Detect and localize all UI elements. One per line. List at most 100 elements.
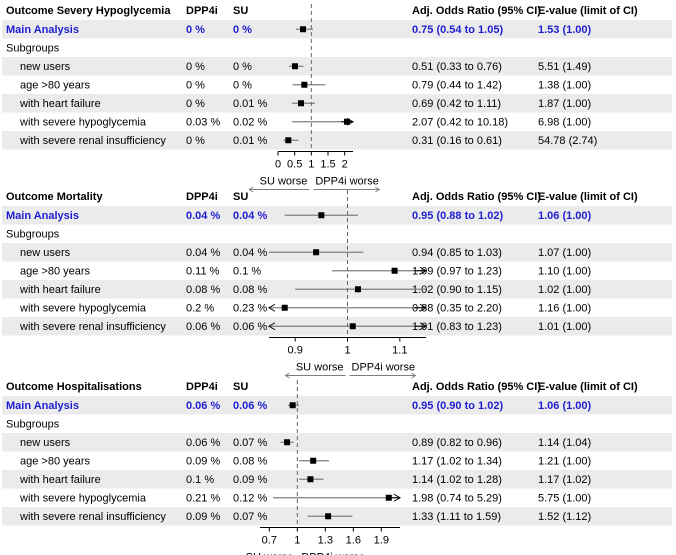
dpp4i-value: 0.03 % xyxy=(186,117,220,129)
e-value-text: 1.14 (1.04) xyxy=(538,437,591,449)
dpp4i-value: 0 % xyxy=(186,24,205,36)
subgroup-label: with severe renal insufficiency xyxy=(19,135,166,147)
row-shade xyxy=(2,131,672,150)
x-tick-label: 1.1 xyxy=(392,345,407,357)
subgroup-label: age >80 years xyxy=(20,266,91,278)
dpp4i-value: 0.21 % xyxy=(186,493,220,505)
odds-ratio-text: 0.95 (0.88 to 1.02) xyxy=(412,210,503,222)
panel-title: Outcome Severy Hypoglycemia xyxy=(6,5,171,17)
su-value: 0.08 % xyxy=(233,284,267,296)
odds-ratio-text: 0.79 (0.44 to 1.42) xyxy=(412,80,502,92)
subgroup-label: with severe hypoglycemia xyxy=(19,117,147,129)
su-value: 0.07 % xyxy=(233,511,267,523)
e-value-text: 1.52 (1.12) xyxy=(538,511,591,523)
point-estimate xyxy=(281,304,288,311)
x-tick-label: 0.5 xyxy=(287,159,302,171)
odds-ratio-text: 0.75 (0.54 to 1.05) xyxy=(412,24,503,36)
point-estimate xyxy=(391,267,398,274)
dpp4i-value: 0.04 % xyxy=(186,247,220,259)
x-tick-label: 2 xyxy=(342,159,348,171)
panel-title: Outcome Hospitalisations xyxy=(6,381,142,393)
point-estimate xyxy=(285,137,292,144)
dpp4i-value: 0.09 % xyxy=(186,511,220,523)
su-value: 0.07 % xyxy=(233,437,267,449)
odds-ratio-text: 0.51 (0.33 to 0.76) xyxy=(412,61,502,73)
e-value-text: 54.78 (2.74) xyxy=(538,135,597,147)
row-shade xyxy=(2,57,672,76)
point-estimate xyxy=(344,118,350,125)
dpp4i-value: 0.1 % xyxy=(186,474,214,486)
row-shade xyxy=(2,470,672,489)
subgroup-label: with heart failure xyxy=(19,98,101,110)
header-e-value: E-value (limit of CI) xyxy=(538,381,638,393)
subgroup-label: with severe hypoglycemia xyxy=(19,303,147,315)
point-estimate xyxy=(318,212,325,219)
su-worse-label: SU worse xyxy=(296,362,344,374)
dpp4i-value: 0.06 % xyxy=(186,437,220,449)
point-estimate xyxy=(307,476,314,483)
subgroup-label: age >80 years xyxy=(20,456,91,468)
odds-ratio-text: 1.02 (0.90 to 1.15) xyxy=(412,284,502,296)
main-analysis-label: Main Analysis xyxy=(6,400,79,412)
header-su: SU xyxy=(233,5,248,17)
odds-ratio-text: 0.94 (0.85 to 1.03) xyxy=(412,247,502,259)
e-value-text: 5.51 (1.49) xyxy=(538,61,591,73)
row-shade xyxy=(2,94,672,113)
odds-ratio-text: 0.88 (0.35 to 2.20) xyxy=(412,303,502,315)
dpp4i-worse-label: DPP4i worse xyxy=(315,176,379,188)
row-shade xyxy=(2,20,672,39)
odds-ratio-text: 1.14 (1.02 to 1.28) xyxy=(412,474,502,486)
su-worse-label: SU worse xyxy=(260,176,308,188)
su-value: 0.23 % xyxy=(233,303,267,315)
e-value-text: 1.21 (1.00) xyxy=(538,456,591,468)
subgroup-label: with heart failure xyxy=(19,474,101,486)
odds-ratio-text: 0.89 (0.82 to 0.96) xyxy=(412,437,502,449)
su-value: 0.02 % xyxy=(233,117,267,129)
header-su: SU xyxy=(233,381,248,393)
subgroup-label: with severe renal insufficiency xyxy=(19,511,166,523)
su-value: 0.08 % xyxy=(233,456,267,468)
header-su: SU xyxy=(233,191,248,203)
su-worse-label: SU worse xyxy=(246,552,294,555)
forest-panel-2: Outcome Mortality DPP4i SU Adj. Odds Ratio … xyxy=(2,190,672,379)
su-value: 0.12 % xyxy=(233,493,267,505)
x-tick-label: 1 xyxy=(344,345,350,357)
header-dpp4i: DPP4i xyxy=(186,5,218,17)
x-tick-label: 1.5 xyxy=(320,159,335,171)
dpp4i-worse-label: DPP4i worse xyxy=(352,362,416,374)
su-value: 0 % xyxy=(233,80,252,92)
point-estimate xyxy=(385,494,392,501)
point-estimate xyxy=(301,81,308,88)
dpp4i-value: 0 % xyxy=(186,61,205,73)
point-estimate xyxy=(325,513,332,520)
subgroup-label: with heart failure xyxy=(19,284,101,296)
dpp4i-value: 0.2 % xyxy=(186,303,214,315)
point-estimate xyxy=(313,249,320,256)
su-value: 0.09 % xyxy=(233,474,267,486)
header-dpp4i: DPP4i xyxy=(186,191,218,203)
subgroups-label: Subgroups xyxy=(6,229,60,241)
e-value-text: 1.06 (1.00) xyxy=(538,400,592,412)
odds-ratio-text: 1.17 (1.02 to 1.34) xyxy=(412,456,502,468)
row-shade xyxy=(2,396,672,415)
dpp4i-value: 0 % xyxy=(186,80,205,92)
header-odds-ratio: Adj. Odds Ratio (95% CI) xyxy=(412,381,541,393)
e-value-text: 1.02 (1.00) xyxy=(538,284,591,296)
header-dpp4i: DPP4i xyxy=(186,381,218,393)
e-value-text: 1.17 (1.02) xyxy=(538,474,591,486)
e-value-text: 6.98 (1.00) xyxy=(538,117,591,129)
x-tick-label: 1 xyxy=(308,159,314,171)
ci-arrow-left xyxy=(268,303,276,312)
point-estimate xyxy=(298,100,304,107)
point-estimate xyxy=(349,323,356,330)
odds-ratio-text: 1.98 (0.74 to 5.29) xyxy=(412,493,502,505)
x-tick-label: 0.9 xyxy=(288,345,303,357)
odds-ratio-text: 1.01 (0.83 to 1.23) xyxy=(412,321,502,333)
e-value-text: 1.38 (1.00) xyxy=(538,80,591,92)
subgroup-label: with severe renal insufficiency xyxy=(19,321,166,333)
dpp4i-worse-label: DPP4i worse xyxy=(301,552,365,555)
arrowhead-right xyxy=(411,372,417,379)
su-value: 0.01 % xyxy=(233,135,267,147)
forest-panel-1: Outcome Severy Hypoglycemia DPP4i SU Adj. O… xyxy=(2,4,672,193)
header-odds-ratio: Adj. Odds Ratio (95% CI) xyxy=(412,191,541,203)
